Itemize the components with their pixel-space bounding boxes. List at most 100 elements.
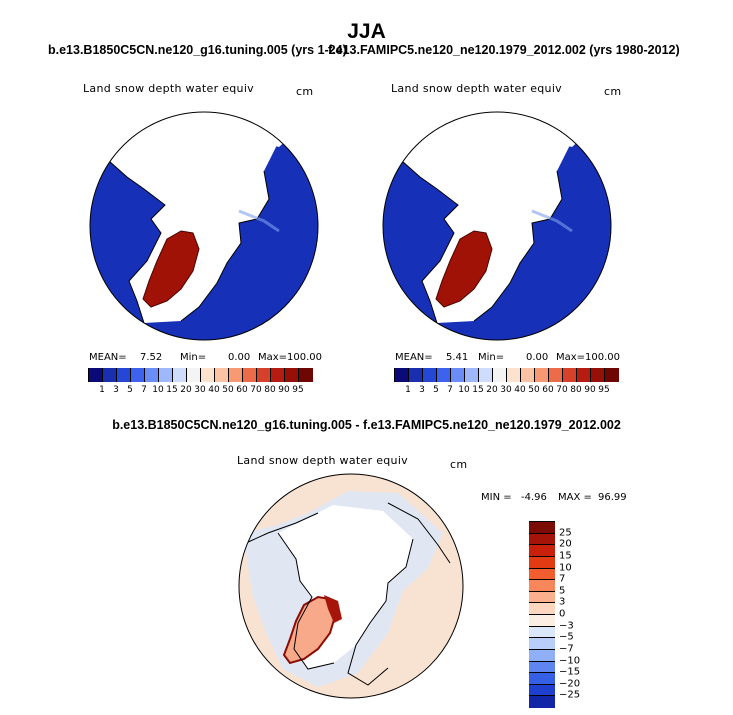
control-colorbar-tick-label: 20 xyxy=(486,385,498,395)
case-colorbar-tick-label: 50 xyxy=(222,385,234,395)
control-colorbar-swatch xyxy=(478,368,493,382)
case-colorbar-swatch xyxy=(298,368,313,382)
control-colorbar-tick-label: 5 xyxy=(433,385,439,395)
case-mean-value: 7.52 xyxy=(140,352,163,363)
diff-colorbar-tick-label: 25 xyxy=(559,527,572,539)
control-colorbar-tick-label: 90 xyxy=(584,385,596,395)
control-max-label: Max= xyxy=(556,352,586,363)
case-colorbar-tick-label: 95 xyxy=(292,385,304,395)
case-colorbar-swatch xyxy=(270,368,285,382)
case-colorbar-tick-label: 70 xyxy=(250,385,262,395)
case-colorbar-tick-label: 80 xyxy=(264,385,276,395)
case-colorbar-tick-label: 60 xyxy=(236,385,248,395)
case-colorbar-swatch xyxy=(242,368,257,382)
diff-colorbar-tick-label: 10 xyxy=(559,562,572,573)
case-colorbar-tick-label: 90 xyxy=(278,385,290,395)
diff-min-label: MIN = xyxy=(481,492,512,503)
case-units-label: cm xyxy=(296,85,314,98)
case-colorbar-swatch xyxy=(228,368,243,382)
case-colorbar-swatch xyxy=(172,368,187,382)
diff-colorbar-swatch xyxy=(529,602,555,615)
diff-min-value: -4.96 xyxy=(521,492,547,503)
diff-colorbar-swatch xyxy=(529,521,555,534)
diff-polar-map xyxy=(238,473,464,699)
case-max-label: Max= xyxy=(258,352,288,363)
diff-title: b.e13.B1850C5CN.ne120_g16.tuning.005 - f… xyxy=(112,418,621,432)
control-units-label: cm xyxy=(604,85,622,98)
diff-colorbar-swatch xyxy=(529,637,555,650)
diff-colorbar-tick-label: −20 xyxy=(559,678,581,690)
control-mean-label: MEAN= xyxy=(395,352,433,363)
case-colorbar-swatch xyxy=(130,368,145,382)
control-min-label: Min= xyxy=(478,352,505,363)
case-colorbar-swatch xyxy=(256,368,271,382)
case-title: b.e13.B1850C5CN.ne120_g16.tuning.005 (yr… xyxy=(48,43,347,57)
control-colorbar-tick-label: 70 xyxy=(556,385,568,395)
case-min-label: Min= xyxy=(180,352,207,363)
control-colorbar-tick-label: 3 xyxy=(419,385,425,395)
case-min-value: 0.00 xyxy=(228,352,251,363)
ice-cap xyxy=(109,112,279,323)
control-colorbar-swatch xyxy=(604,368,619,382)
diff-colorbar: 25 20 15 10 7 5 3 0 −3 −5 −7 −10 −15 −20 −25 xyxy=(529,521,589,708)
control-mean-value: 5.41 xyxy=(446,352,469,363)
control-colorbar-tick-label: 60 xyxy=(542,385,554,395)
control-colorbar-swatch xyxy=(562,368,577,382)
diff-variable-label: Land snow depth water equiv xyxy=(237,454,408,467)
case-colorbar-swatch xyxy=(284,368,299,382)
diff-units-label: cm xyxy=(450,458,468,471)
case-colorbar-swatch xyxy=(186,368,201,382)
diff-colorbar-tick-label: −7 xyxy=(559,643,574,655)
diff-colorbar-swatch xyxy=(529,648,555,661)
diff-colorbar-swatch xyxy=(529,614,555,627)
diff-colorbar-swatch xyxy=(529,672,555,685)
season-title: JJA xyxy=(347,20,386,43)
control-colorbar-tick-label: 15 xyxy=(472,385,484,395)
diff-colorbar-tick-label: 20 xyxy=(559,538,572,550)
greenland-snow xyxy=(435,230,493,308)
diff-colorbar-swatch xyxy=(529,590,555,603)
control-max-value: 100.00 xyxy=(585,352,620,363)
diff-colorbar-swatch xyxy=(529,555,555,568)
control-colorbar-swatch xyxy=(450,368,465,382)
control-polar-map xyxy=(382,111,612,341)
diff-max-value: 96.99 xyxy=(598,492,627,503)
diff-colorbar-tick-label: −5 xyxy=(559,631,574,643)
diff-colorbar-tick-label: 5 xyxy=(559,585,566,597)
control-colorbar-tick-label: 10 xyxy=(458,385,470,395)
control-colorbar-swatch xyxy=(520,368,535,382)
case-colorbar-swatch xyxy=(214,368,229,382)
case-max-value: 100.00 xyxy=(287,352,322,363)
case-colorbar: 1 3 5 7 10 15 20 30 40 50 60 70 80 90 95 xyxy=(88,368,313,398)
diff-colorbar-tick-label: 7 xyxy=(559,573,566,585)
diff-colorbar-tick-label: 3 xyxy=(559,596,566,608)
case-colorbar-tick-label: 10 xyxy=(152,385,164,395)
diff-colorbar-swatch xyxy=(529,544,555,557)
control-colorbar-swatch xyxy=(590,368,605,382)
control-colorbar-tick-label: 50 xyxy=(528,385,540,395)
case-colorbar-tick-label: 5 xyxy=(127,385,133,395)
diff-colorbar-swatch xyxy=(529,660,555,673)
diff-colorbar-swatch xyxy=(529,532,555,545)
case-colorbar-tick-label: 20 xyxy=(180,385,192,395)
diff-colorbar-tick-label: −10 xyxy=(559,655,581,666)
greenland-snow xyxy=(142,230,200,308)
diff-colorbar-tick-label: −3 xyxy=(559,620,574,632)
control-colorbar-swatch xyxy=(548,368,563,382)
case-colorbar-swatch xyxy=(200,368,215,382)
control-colorbar-swatch xyxy=(506,368,521,382)
case-colorbar-tick-label: 40 xyxy=(208,385,220,395)
diff-colorbar-tick-label: −15 xyxy=(559,666,581,678)
diff-colorbar-tick-label: 15 xyxy=(559,550,572,562)
control-colorbar-swatch xyxy=(492,368,507,382)
case-colorbar-swatch xyxy=(102,368,117,382)
control-colorbar-tick-label: 1 xyxy=(405,385,411,395)
control-colorbar-swatch xyxy=(408,368,423,382)
diff-colorbar-swatch xyxy=(529,695,555,708)
case-colorbar-swatch xyxy=(88,368,103,382)
diff-max-label: MAX = xyxy=(558,492,592,503)
control-colorbar-tick-label: 30 xyxy=(500,385,512,395)
diff-colorbar-swatch xyxy=(529,579,555,592)
coastline xyxy=(108,160,166,324)
